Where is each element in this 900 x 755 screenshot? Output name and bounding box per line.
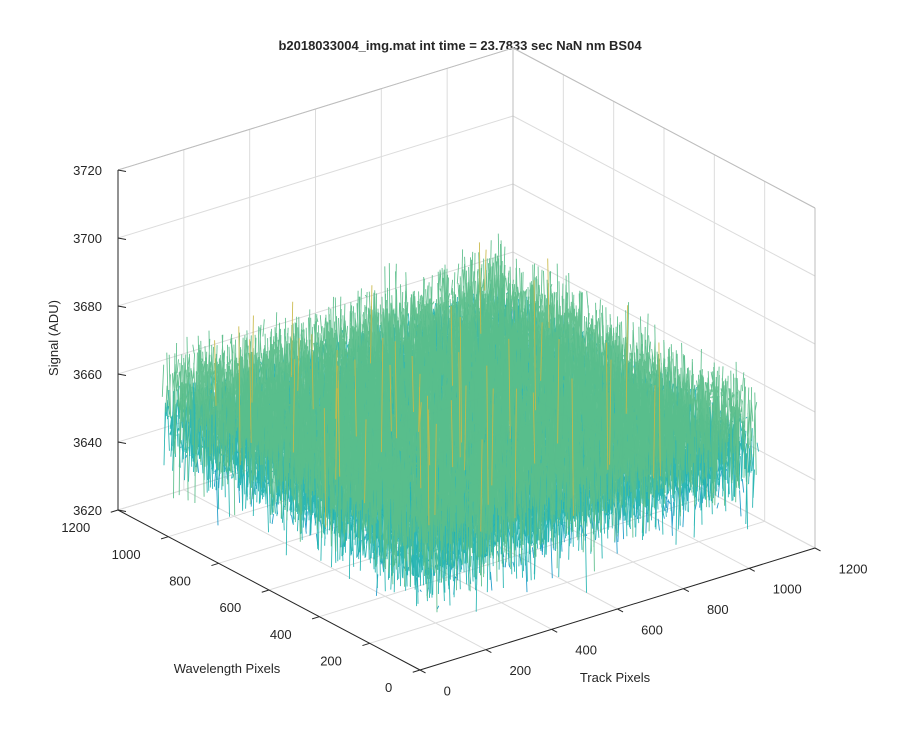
z-tick-mark (117, 441, 127, 444)
z-axis-label: Signal (ADU) (46, 300, 61, 376)
x-tick-label: 1200 (839, 561, 868, 576)
y-axis-ticks: 0 200 400 600 800 1000 1200 (61, 509, 421, 695)
floor-grid-line-y (369, 520, 765, 644)
y-tick-mark (110, 509, 119, 513)
wall-grid-line-z-left (117, 115, 514, 239)
z-tick-label: 3640 (73, 435, 102, 450)
x-tick-mark (814, 547, 821, 552)
y-tick-label: 800 (169, 573, 191, 588)
y-tick-label: 600 (220, 600, 242, 615)
x-tick-mark (617, 608, 624, 613)
x-tick-mark (683, 588, 690, 593)
y-tick-label: 1000 (112, 547, 141, 562)
back-edge-top-left (117, 47, 514, 171)
back-edge-top-right (512, 47, 816, 209)
y-tick-mark (211, 562, 219, 567)
y-tick-mark (362, 642, 370, 647)
z-tick-mark (117, 237, 127, 240)
y-tick-mark (311, 616, 320, 620)
x-tick-mark (551, 628, 558, 633)
wall-grid-line-z-right (512, 115, 816, 277)
x-tick-label: 1000 (773, 582, 802, 597)
y-tick-label: 200 (320, 653, 342, 668)
x-tick-mark (485, 649, 492, 654)
x-tick-label: 800 (707, 602, 729, 617)
z-tick-label: 3720 (73, 163, 102, 178)
z-tick-label: 3700 (73, 231, 102, 246)
z-tick-mark (117, 373, 127, 376)
x-axis-label: Track Pixels (580, 670, 651, 685)
wall-grid-line-z-left (117, 183, 514, 307)
y-axis-label: Wavelength Pixels (174, 661, 281, 676)
surface (161, 233, 759, 613)
x-axis-ticks: 0 200 400 600 800 1000 1200 (419, 547, 868, 698)
z-tick-mark (117, 509, 127, 512)
y-tick-mark (412, 669, 421, 673)
z-tick-label: 3660 (73, 367, 102, 382)
x-tick-label: 400 (575, 643, 597, 658)
z-tick-label: 3620 (73, 503, 102, 518)
y-tick-label: 1200 (61, 520, 90, 535)
z-tick-mark (117, 169, 127, 172)
x-tick-mark (419, 669, 426, 674)
z-tick-label: 3680 (73, 299, 102, 314)
surface-mesh-color-4 (214, 242, 661, 532)
y-tick-label: 0 (385, 680, 392, 695)
wall-grid-line-z-right (512, 251, 816, 413)
x-tick-label: 600 (641, 622, 663, 637)
y-tick-mark (160, 536, 169, 540)
x-tick-label: 200 (509, 663, 531, 678)
x-tick-mark (748, 567, 755, 572)
y-tick-label: 400 (270, 627, 292, 642)
z-axis-ticks: 3620 3640 3660 3680 3700 3720 (73, 163, 127, 518)
x-tick-label: 0 (444, 683, 451, 698)
chart-title: b2018033004_img.mat int time = 23.7833 s… (278, 38, 642, 53)
y-tick-mark (261, 589, 270, 593)
z-tick-mark (117, 305, 127, 308)
wall-grid-line-z-right (512, 183, 816, 345)
